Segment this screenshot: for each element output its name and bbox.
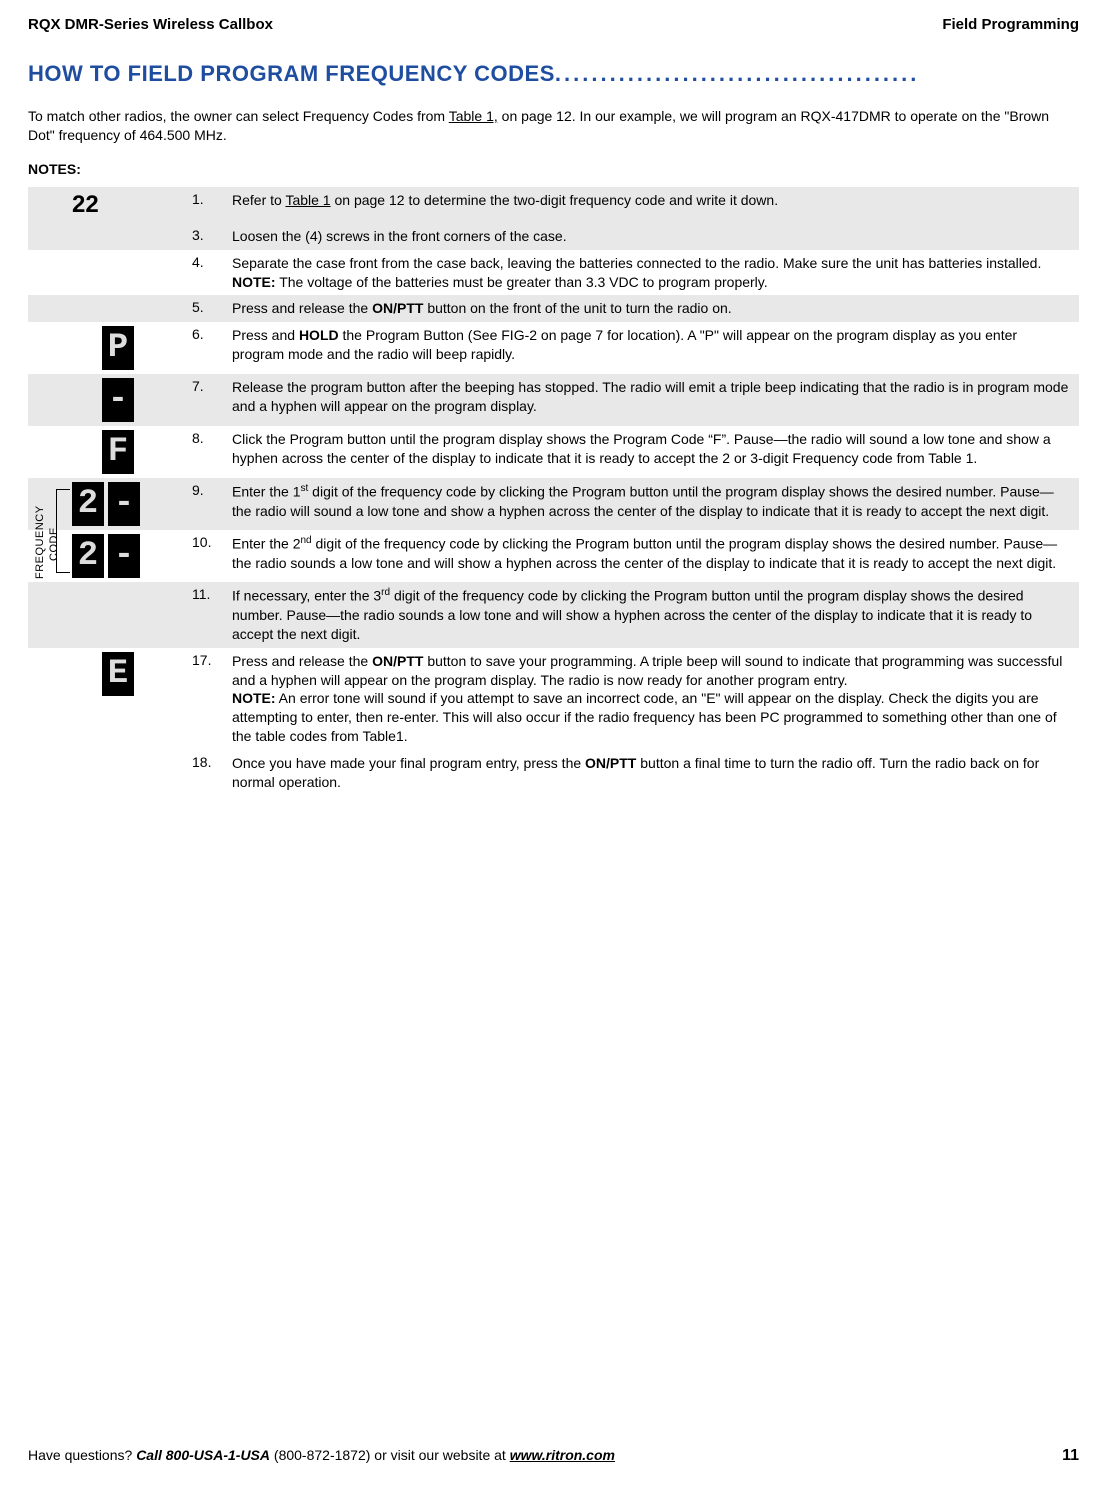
frequency-label: FREQUENCY [34, 505, 46, 579]
step-text: If necessary, enter the 3rd digit of the… [232, 582, 1079, 647]
table1-link[interactable]: Table 1 [285, 192, 330, 208]
step-text: Press and release the ON/PTT button to s… [232, 648, 1079, 750]
step-number: 8. [188, 426, 232, 450]
step-text: Loosen the (4) screws in the front corne… [232, 223, 1079, 250]
step-number: 18. [188, 750, 232, 774]
step-text: Enter the 1st digit of the frequency cod… [232, 478, 1079, 524]
step-number: 10. [188, 530, 232, 554]
step-text: Press and HOLD the Program Button (See F… [232, 322, 1079, 368]
segment-display: P [102, 326, 134, 370]
step-text: Release the program button after the bee… [232, 374, 1079, 420]
icon-column [28, 295, 188, 303]
step-row: - 7. Release the program button after th… [28, 374, 1079, 426]
icon-column: 2- [28, 478, 188, 530]
step-text: Once you have made your final program en… [232, 750, 1079, 796]
step-number: 11. [188, 582, 232, 606]
step-row: 2- 10. Enter the 2nd digit of the freque… [28, 530, 1079, 582]
intro-paragraph: To match other radios, the owner can sel… [28, 107, 1079, 145]
step-text: Click the Program button until the progr… [232, 426, 1079, 472]
step-row: 22 1. Refer to Table 1 on page 12 to det… [28, 187, 1079, 223]
step-number: 6. [188, 322, 232, 346]
website-link[interactable]: www.ritron.com [510, 1447, 615, 1463]
segment-display: F [102, 430, 134, 474]
notes-label: NOTES: [28, 161, 1079, 177]
icon-column: - [28, 374, 188, 426]
step-text: Refer to Table 1 on page 12 to determine… [232, 187, 1079, 214]
step-number: 4. [188, 250, 232, 274]
step-row: E 17. Press and release the ON/PTT butto… [28, 648, 1079, 750]
icon-column [28, 250, 188, 258]
icon-column: 22 [28, 187, 188, 223]
segment-display-pair: 2- [72, 482, 142, 526]
step-row: 11. If necessary, enter the 3rd digit of… [28, 582, 1079, 647]
example-code-22: 22 [32, 191, 99, 219]
segment-display: - [102, 378, 134, 422]
icon-column: F [28, 426, 188, 478]
segment-display-pair: 2- [72, 534, 142, 578]
section-title: HOW TO FIELD PROGRAM FREQUENCY CODES....… [28, 61, 1079, 87]
step-text: Press and release the ON/PTT button on t… [232, 295, 1079, 322]
step-number: 5. [188, 295, 232, 319]
header-left: RQX DMR-Series Wireless Callbox [28, 16, 273, 33]
page-footer: Have questions? Call 800-USA-1-USA (800-… [28, 1447, 1079, 1465]
segment-display: E [102, 652, 134, 696]
header-right: Field Programming [942, 16, 1079, 33]
icon-column [28, 582, 188, 590]
step-row: 18. Once you have made your final progra… [28, 750, 1079, 796]
step-number: 7. [188, 374, 232, 398]
step-number: 9. [188, 478, 232, 502]
step-number: 3. [188, 223, 232, 247]
step-row: 2- 9. Enter the 1st digit of the frequen… [28, 478, 1079, 530]
step-text: Enter the 2nd digit of the frequency cod… [232, 530, 1079, 576]
step-row: 5. Press and release the ON/PTT button o… [28, 295, 1079, 322]
step-row: P 6. Press and HOLD the Program Button (… [28, 322, 1079, 374]
page-number: 11 [1062, 1447, 1079, 1465]
icon-column: E [28, 648, 188, 710]
steps-table: 22 1. Refer to Table 1 on page 12 to det… [28, 187, 1079, 796]
code-label: CODE [48, 527, 60, 561]
icon-column: P [28, 322, 188, 374]
icon-column [28, 750, 188, 758]
step-number: 1. [188, 187, 232, 211]
step-number: 17. [188, 648, 232, 672]
page-header: RQX DMR-Series Wireless Callbox Field Pr… [28, 16, 1079, 33]
step-row: F 8. Click the Program button until the … [28, 426, 1079, 478]
icon-column [28, 223, 188, 231]
table1-link-intro[interactable]: Table 1, [449, 108, 498, 124]
step-row: 4. Separate the case front from the case… [28, 250, 1079, 296]
step-row: 3. Loosen the (4) screws in the front co… [28, 223, 1079, 250]
step-text: Separate the case front from the case ba… [232, 250, 1079, 296]
